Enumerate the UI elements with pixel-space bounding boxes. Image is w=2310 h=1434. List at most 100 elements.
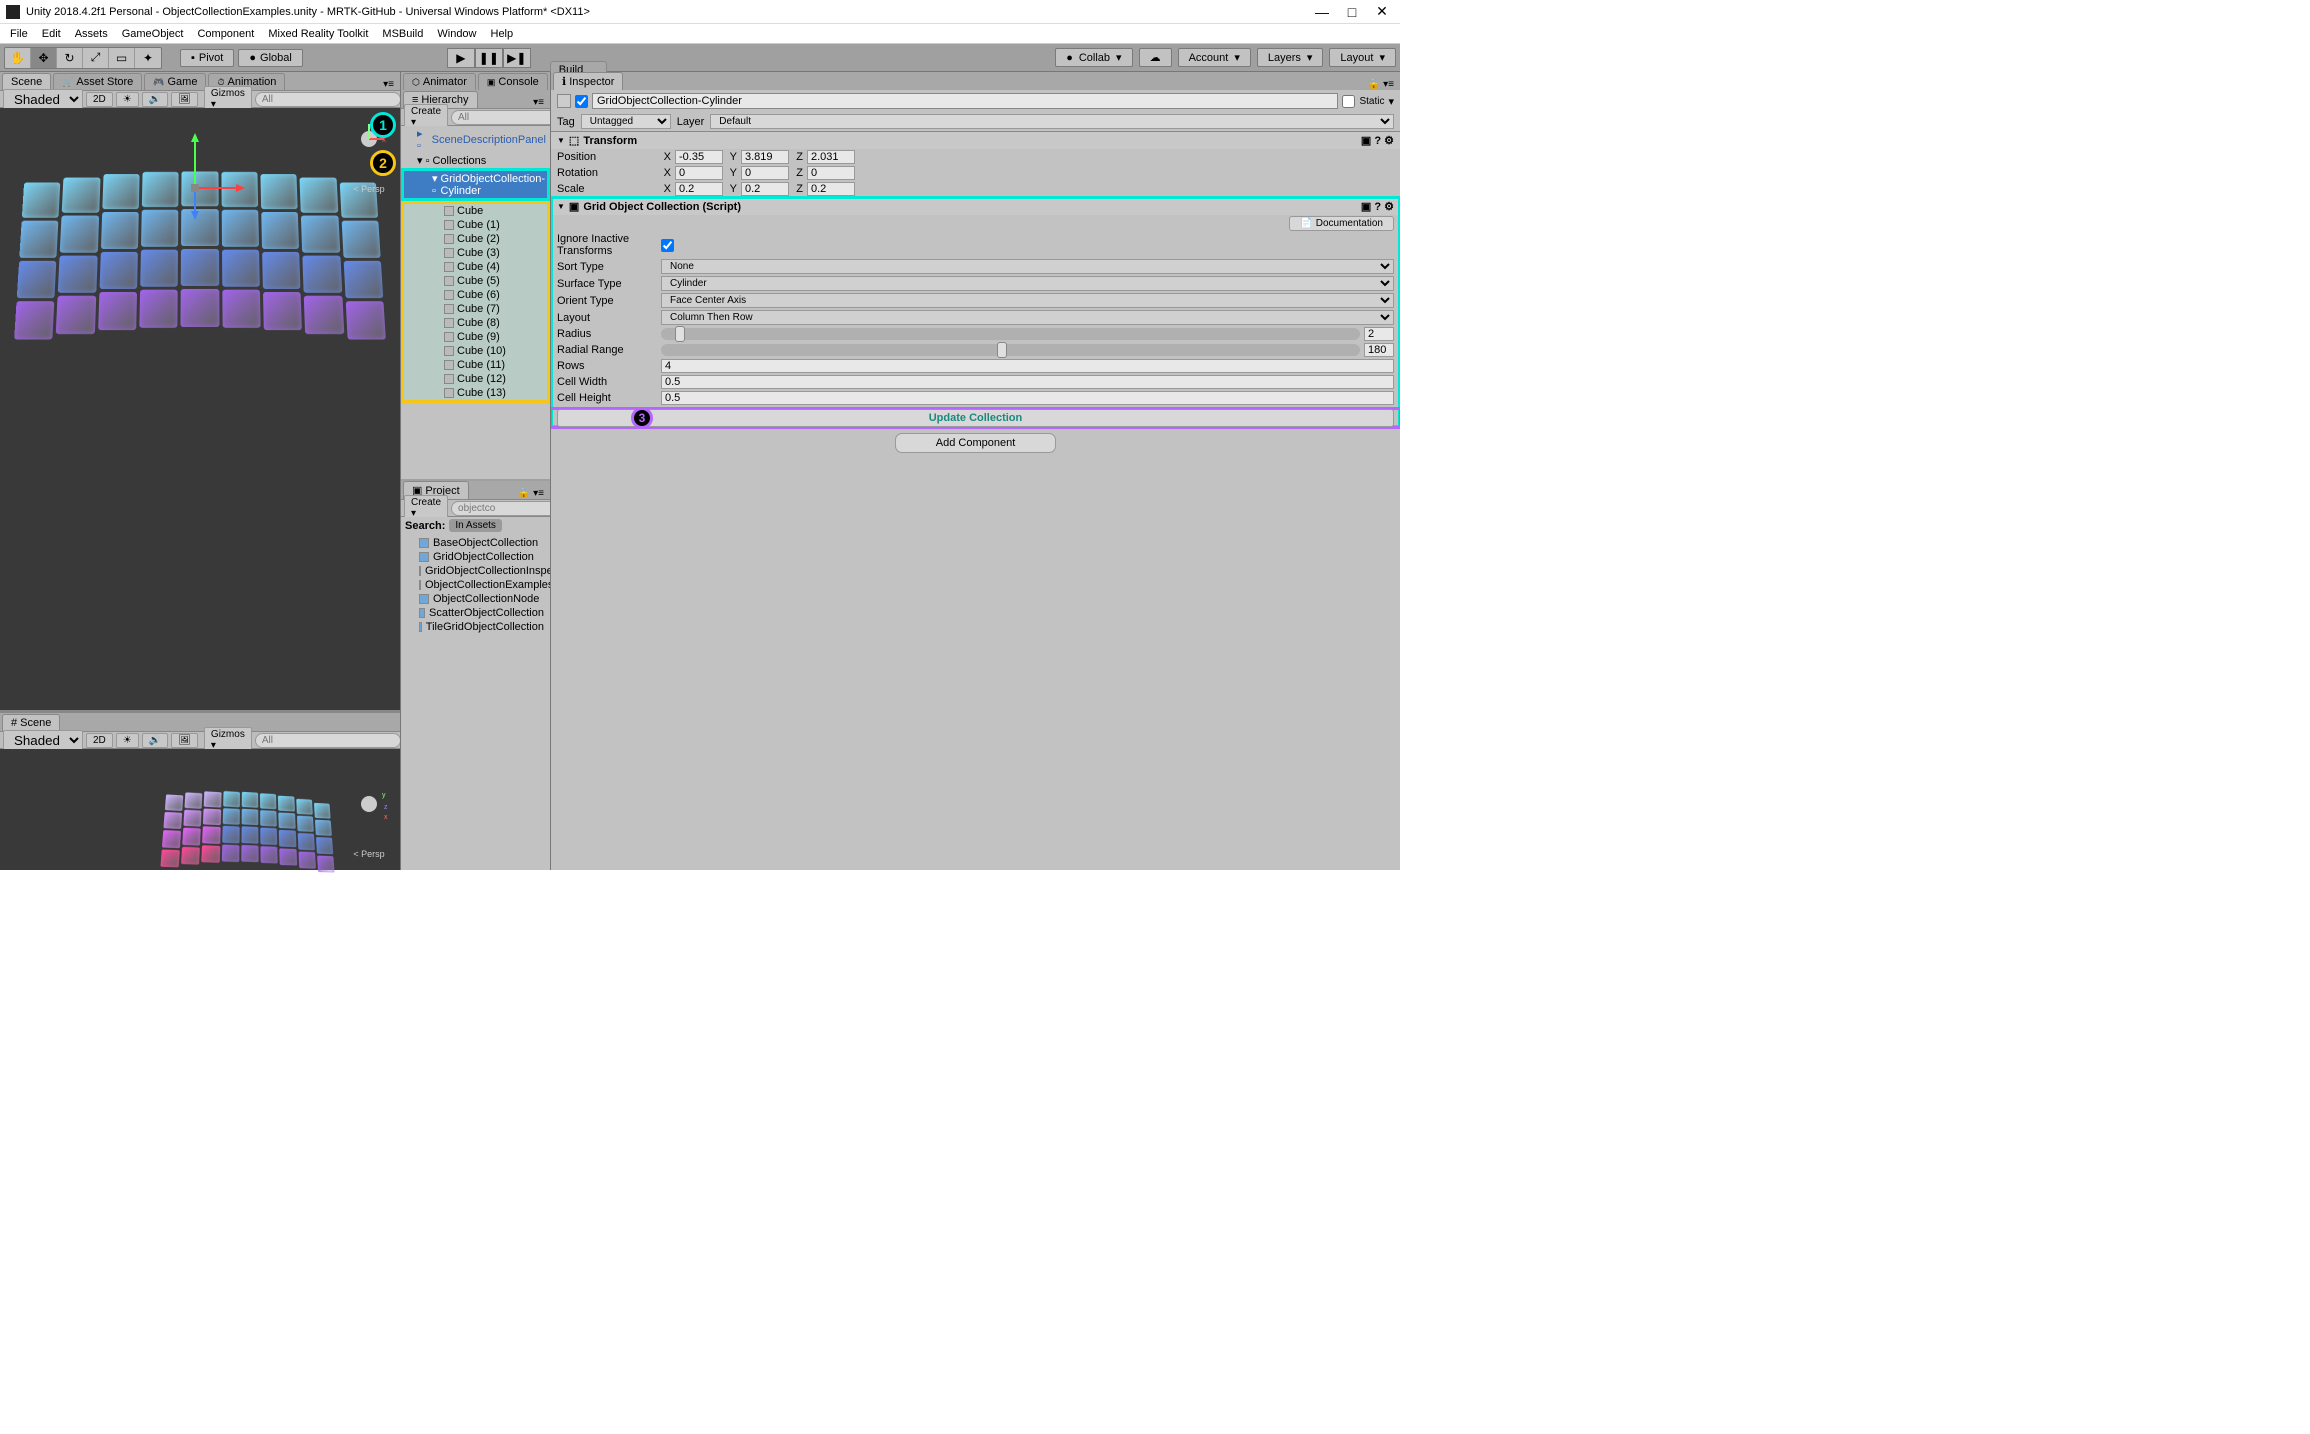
transform-z[interactable] — [807, 150, 855, 164]
orientation-gizmo-lower-icon[interactable]: yzx < Persp — [344, 779, 394, 859]
scale-tool[interactable]: ⤢ — [83, 48, 109, 68]
sort-dropdown[interactable]: None — [661, 259, 1394, 274]
transform-x[interactable] — [675, 166, 723, 180]
update-collection-button[interactable]: Update Collection — [557, 409, 1394, 427]
rotate-tool[interactable]: ↻ — [57, 48, 83, 68]
surface-dropdown[interactable]: Cylinder — [661, 276, 1394, 291]
radial-input[interactable] — [1364, 343, 1394, 357]
fx-lower-icon[interactable]: 🖼 — [171, 733, 198, 748]
radius-input[interactable] — [1364, 327, 1394, 341]
hierarchy-cube-item[interactable]: Cube — [404, 204, 547, 218]
hierarchy-cube-item[interactable]: Cube (4) — [404, 260, 547, 274]
gameobject-active-checkbox[interactable] — [575, 95, 588, 108]
hierarchy-cube-item[interactable]: Cube (7) — [404, 302, 547, 316]
scene-view-lower[interactable]: yzx < Persp — [0, 749, 400, 870]
hierarchy-cube-item[interactable]: Cube (13) — [404, 386, 547, 400]
component-settings-icon[interactable]: ▣ ? ⚙ — [1361, 200, 1394, 213]
tab-console[interactable]: ▣Console — [478, 73, 548, 90]
transform-z[interactable] — [807, 182, 855, 196]
documentation-button[interactable]: 📄 Documentation — [1289, 216, 1394, 231]
minimize-button[interactable]: — — [1316, 6, 1328, 18]
maximize-button[interactable]: □ — [1346, 6, 1358, 18]
tab-inspector[interactable]: ℹ Inspector — [553, 72, 623, 90]
hierarchy-cube-item[interactable]: Cube (6) — [404, 288, 547, 302]
static-checkbox[interactable] — [1342, 95, 1355, 108]
menu-mrtk[interactable]: Mixed Reality Toolkit — [262, 26, 374, 42]
hierarchy-cube-item[interactable]: Cube (11) — [404, 358, 547, 372]
search-scope[interactable]: In Assets — [449, 519, 502, 532]
move-tool[interactable]: ✥ — [31, 48, 57, 68]
tab-animator[interactable]: ⬡Animator — [403, 73, 476, 90]
add-component-button[interactable]: Add Component — [895, 433, 1057, 453]
transform-x[interactable] — [675, 150, 723, 164]
layers-dropdown[interactable]: Layers ▾ — [1257, 48, 1324, 67]
light-lower-icon[interactable]: ☀ — [116, 733, 139, 748]
transform-y[interactable] — [741, 182, 789, 196]
hierarchy-cube-item[interactable]: Cube (9) — [404, 330, 547, 344]
layout-dropdown[interactable]: Layout ▾ — [1329, 48, 1396, 67]
tab-game[interactable]: 🎮Game — [144, 73, 206, 90]
shaded-dropdown-lower[interactable]: Shaded — [3, 730, 83, 751]
menu-msbuild[interactable]: MSBuild — [376, 26, 429, 42]
fx-toggle-icon[interactable]: 🖼 — [171, 92, 198, 107]
tab-menu-icon[interactable]: ▾≡ — [383, 79, 398, 90]
audio-lower-icon[interactable]: 🔊 — [142, 733, 168, 748]
hierarchy-cube-item[interactable]: Cube (2) — [404, 232, 547, 246]
orient-dropdown[interactable]: Face Center Axis — [661, 293, 1394, 308]
shaded-dropdown[interactable]: Shaded — [3, 89, 83, 110]
2d-toggle[interactable]: 2D — [86, 92, 113, 107]
hierarchy-cube-item[interactable]: Cube (8) — [404, 316, 547, 330]
radial-slider[interactable] — [661, 344, 1360, 356]
pause-button[interactable]: ❚❚ — [475, 48, 503, 68]
layer-dropdown[interactable]: Default — [710, 114, 1394, 129]
project-item[interactable]: ObjectCollectionExamples — [401, 578, 550, 592]
hier-menu-icon[interactable]: ▾≡ — [533, 97, 548, 108]
menu-gameobject[interactable]: GameObject — [116, 26, 190, 42]
project-item[interactable]: GridObjectCollectionInspector — [401, 564, 550, 578]
tag-dropdown[interactable]: Untagged — [581, 114, 671, 129]
menu-window[interactable]: Window — [431, 26, 482, 42]
project-item[interactable]: GridObjectCollection — [401, 550, 550, 564]
tab-asset-store[interactable]: 🛒Asset Store — [53, 73, 142, 90]
pivot-toggle[interactable]: ▪Pivot — [180, 49, 234, 67]
cellh-input[interactable] — [661, 391, 1394, 405]
scene-search-lower[interactable] — [255, 733, 401, 748]
menu-edit[interactable]: Edit — [36, 26, 67, 42]
radius-slider[interactable] — [661, 328, 1360, 340]
transform-x[interactable] — [675, 182, 723, 196]
play-button[interactable]: ▶ — [447, 48, 475, 68]
hierarchy-panel[interactable]: ▸ ▫ SceneDescriptionPanel ▾ ▫ Collection… — [401, 126, 550, 479]
project-item[interactable]: ObjectCollectionNode — [401, 592, 550, 606]
component-settings-icon[interactable]: ▣ ? ⚙ — [1361, 134, 1394, 147]
scene-view[interactable]: x < Persp 1 2 — [0, 108, 400, 710]
ignore-checkbox[interactable] — [661, 239, 674, 252]
hierarchy-cube-item[interactable]: Cube (12) — [404, 372, 547, 386]
hierarchy-cube-item[interactable]: Cube (10) — [404, 344, 547, 358]
audio-toggle-icon[interactable]: 🔊 — [142, 92, 168, 107]
inspector-menu-icon[interactable]: 🔒 ▾≡ — [1368, 79, 1398, 90]
menu-help[interactable]: Help — [485, 26, 520, 42]
scene-search-input[interactable] — [255, 92, 401, 107]
close-button[interactable]: ✕ — [1376, 6, 1388, 18]
transform-y[interactable] — [741, 150, 789, 164]
menu-assets[interactable]: Assets — [69, 26, 114, 42]
hierarchy-cube-item[interactable]: Cube (3) — [404, 246, 547, 260]
project-menu-icon[interactable]: 🔒 ▾≡ — [518, 488, 548, 499]
cloud-button[interactable]: ☁ — [1139, 48, 1172, 67]
gameobject-name-input[interactable] — [592, 93, 1338, 109]
project-item[interactable]: TileGridObjectCollection — [401, 620, 550, 634]
multi-tool[interactable]: ✦ — [135, 48, 161, 68]
layout-dropdown[interactable]: Column Then Row — [661, 310, 1394, 325]
2d-lower[interactable]: 2D — [86, 733, 113, 748]
transform-y[interactable] — [741, 166, 789, 180]
rows-input[interactable] — [661, 359, 1394, 373]
hierarchy-cube-item[interactable]: Cube (1) — [404, 218, 547, 232]
collab-dropdown[interactable]: ● Collab ▾ — [1055, 48, 1132, 67]
transform-z[interactable] — [807, 166, 855, 180]
hierarchy-cube-item[interactable]: Cube (5) — [404, 274, 547, 288]
project-panel[interactable]: Search: In Assets BaseObjectCollection G… — [401, 517, 550, 870]
rect-tool[interactable]: ▭ — [109, 48, 135, 68]
tab-scene-lower[interactable]: # Scene — [2, 714, 60, 731]
menu-component[interactable]: Component — [191, 26, 260, 42]
step-button[interactable]: ▶❚ — [503, 48, 531, 68]
